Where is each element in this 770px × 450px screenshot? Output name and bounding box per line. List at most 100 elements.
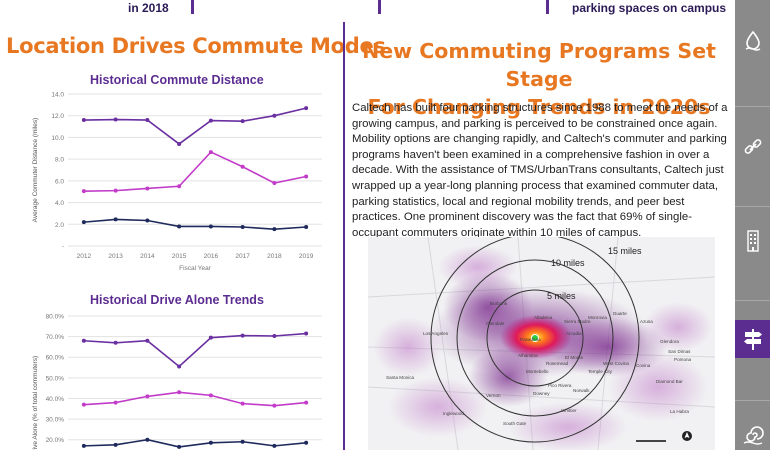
data-point (208, 118, 213, 123)
data-point (81, 118, 86, 123)
map-place-label: Los Angeles (423, 331, 449, 336)
sidebar-item-transportation[interactable] (735, 320, 770, 358)
x-tick-label: 2013 (108, 253, 123, 260)
water-drop-icon (745, 30, 760, 51)
data-point (240, 164, 245, 169)
data-point (145, 218, 150, 223)
y-tick-label: 2.0 (55, 222, 64, 229)
ring-label-15: 15 miles (608, 246, 642, 256)
x-axis-label: Fiscal Year (179, 265, 212, 272)
top-stat-left: in 2018 (128, 1, 169, 15)
y-tick-label: - (62, 244, 64, 251)
y-tick-label: 80.0% (46, 314, 65, 321)
x-tick-label: 2018 (267, 253, 282, 260)
map-place-label: Monrovia (588, 315, 607, 320)
sidebar-divider (735, 106, 770, 107)
top-separator (546, 0, 549, 14)
data-point (145, 118, 150, 123)
data-point (272, 227, 277, 232)
map-place-label: Rosemead (546, 361, 569, 366)
signpost-icon (743, 329, 762, 350)
map-place-label: Altadena (534, 315, 553, 320)
series-line-2 (83, 438, 307, 448)
link-icon (744, 139, 761, 154)
data-point (304, 440, 309, 445)
data-point (304, 400, 309, 405)
data-point (240, 225, 245, 229)
article-body: Caltech has built four parking structure… (352, 102, 728, 239)
top-stat-right: parking spaces on campus (572, 1, 727, 15)
map-place-label: La Habra (670, 409, 689, 414)
data-point (177, 390, 182, 395)
series-line-0 (83, 332, 307, 368)
map-place-label: Pico Rivera (548, 383, 572, 388)
left-panel-title: Location Drives Commute Modes (6, 34, 386, 58)
data-point (208, 440, 213, 445)
data-point (272, 443, 277, 448)
panel-divider (343, 22, 345, 450)
commute-origin-heatmap: 15 miles 10 miles 5 miles Glendale Burban… (368, 237, 715, 450)
data-point (113, 400, 118, 405)
series-line-1 (83, 151, 307, 192)
x-tick-label: 2019 (299, 253, 314, 260)
map-place-label: San Dimas (668, 349, 691, 354)
sidebar-item-buildings[interactable] (735, 222, 770, 260)
y-axis-label: Drive Alone (% of total commuters) (32, 356, 39, 450)
sidebar-item-climate[interactable] (735, 416, 770, 450)
sidebar-item-water[interactable] (735, 22, 770, 60)
map-place-label: Vernon (486, 393, 501, 398)
data-point (304, 174, 309, 179)
map-place-label: Glendale (486, 321, 505, 326)
data-point (113, 442, 118, 447)
data-point (81, 338, 86, 343)
chart-title-drive-alone: Historical Drive Alone Trends (90, 293, 264, 307)
right-title-line2: For Changing Trends in 2020s (367, 95, 711, 119)
sidebar-divider (735, 300, 770, 301)
y-tick-label: 30.0% (46, 417, 65, 424)
top-separator (191, 0, 194, 14)
data-point (177, 141, 182, 146)
drive-alone-chart: 20.0% 30.0% 40.0% 50.0% 60.0% 70.0% 80.0% Drive… (32, 314, 322, 450)
data-point (81, 443, 86, 448)
ring-label-10: 10 miles (551, 258, 585, 268)
map-place-label: El Monte (565, 355, 584, 360)
map-place-label: Arcadia (566, 331, 582, 336)
map-place-label: Alhambra (518, 353, 538, 358)
y-tick-label: 20.0% (46, 437, 65, 444)
data-point (240, 401, 245, 406)
map-place-label: Pomona (674, 357, 692, 362)
data-point (240, 439, 245, 444)
sidebar-divider (735, 206, 770, 207)
series-line-1 (83, 391, 307, 407)
data-point (304, 106, 309, 111)
x-tick-label: 2017 (235, 253, 250, 260)
map-place-label: Downey (533, 391, 550, 396)
data-point (304, 225, 309, 229)
spiral-icon (743, 426, 764, 445)
top-strip: in 2018 parking spaces on campus (0, 0, 735, 18)
data-point (240, 333, 245, 338)
map-place-label: Montebello (526, 369, 549, 374)
map-place-label: Glendora (660, 339, 679, 344)
sidebar-divider (735, 400, 770, 401)
map-place-label: Duarte (613, 311, 627, 316)
y-tick-label: 14.0 (51, 92, 64, 99)
data-point (177, 364, 182, 369)
data-point (177, 224, 182, 229)
right-panel-title: New Commuting Programs Set Stage For Cha… (350, 37, 728, 121)
map-place-label: Santa Monica (386, 375, 415, 380)
data-point (208, 224, 213, 229)
map-place-label: West Covina (603, 361, 629, 366)
sidebar-item-links[interactable] (735, 128, 770, 166)
y-tick-label: 8.0 (55, 157, 64, 164)
x-tick-label: 2015 (172, 253, 187, 260)
data-point (240, 119, 245, 124)
data-point (113, 217, 118, 222)
chart-title-distance: Historical Commute Distance (90, 73, 264, 87)
y-axis-label: Average Commuter Distance (miles) (32, 118, 39, 223)
ring-label-5: 5 miles (547, 291, 576, 301)
data-point (145, 437, 150, 442)
y-tick-label: 40.0% (46, 396, 65, 403)
commute-distance-chart: - 2.0 4.0 6.0 8.0 10.0 12.0 14.0 2012 2013 2014 201… (32, 92, 322, 272)
y-tick-label: 60.0% (46, 355, 65, 362)
